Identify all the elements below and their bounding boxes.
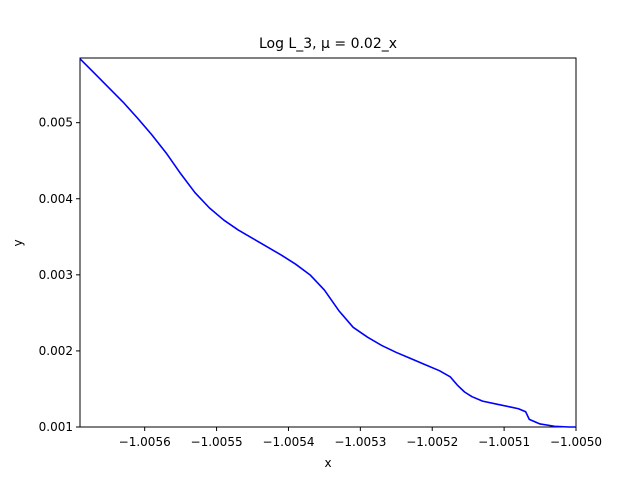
x-tick-label: −1.0053 — [334, 435, 386, 449]
plot-frame — [79, 57, 577, 428]
y-axis: 0.001 0.002 0.003 0.004 0.005 — [39, 116, 80, 434]
y-tick-label: 0.003 — [39, 268, 73, 282]
x-tick-label: −1.0054 — [262, 435, 314, 449]
x-tick-label: −1.0050 — [550, 435, 602, 449]
x-axis-label: x — [324, 456, 331, 470]
series-line-0 — [79, 58, 576, 428]
x-tick-label: −1.0055 — [191, 435, 243, 449]
x-axis: −1.0056 −1.0055 −1.0054 −1.0053 −1.0052 −1.00… — [119, 427, 602, 449]
y-tick-label: 0.004 — [39, 192, 73, 206]
y-tick-label: 0.001 — [39, 420, 73, 434]
y-tick-label: 0.002 — [39, 344, 73, 358]
y-axis-label: y — [11, 239, 25, 246]
plot-area — [79, 57, 577, 428]
x-tick-label: −1.0056 — [119, 435, 171, 449]
chart-title: Log L_3, μ = 0.02_x — [259, 36, 397, 52]
y-tick-label: 0.005 — [39, 116, 73, 130]
x-tick-label: −1.0051 — [478, 435, 530, 449]
x-tick-label: −1.0052 — [406, 435, 458, 449]
